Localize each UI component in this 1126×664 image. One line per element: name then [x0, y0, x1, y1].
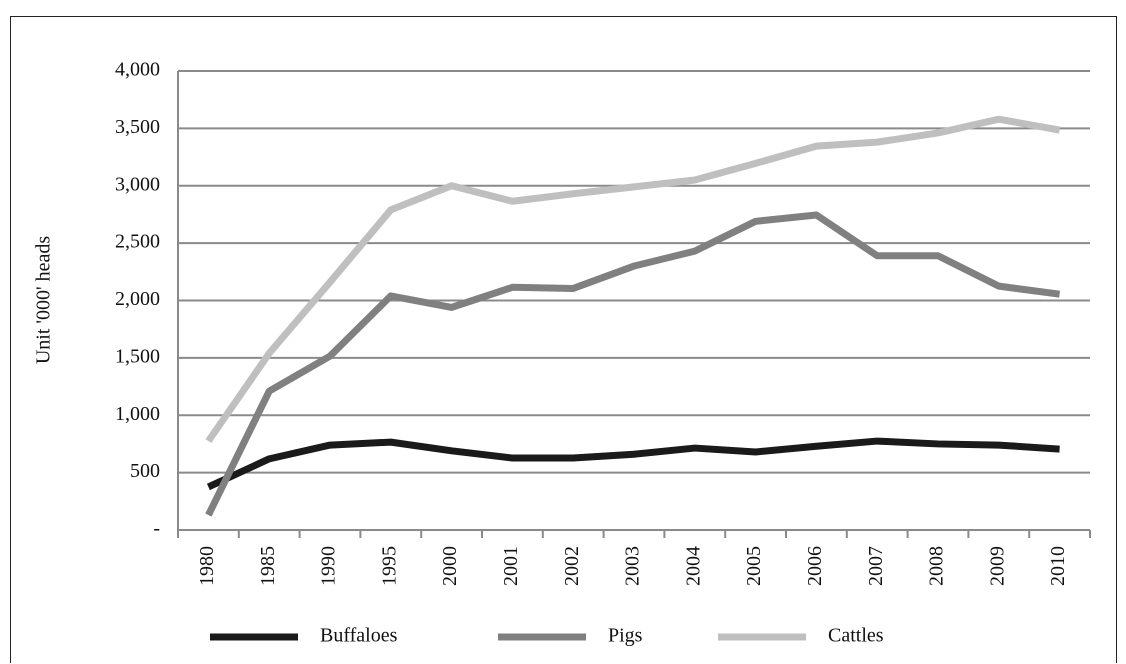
- y-tick-label: 4,000: [115, 59, 160, 81]
- y-tick-label: 2,000: [115, 288, 160, 310]
- x-tick-label: 2003: [622, 546, 644, 586]
- x-tick-label: 1995: [378, 546, 400, 586]
- x-tick-label: 2000: [439, 546, 461, 586]
- y-axis-label: Unit '000' heads: [33, 236, 55, 365]
- x-tick-label: 2007: [865, 546, 887, 586]
- x-tick-label: 2005: [743, 546, 765, 586]
- y-tick-label: 3,000: [115, 173, 160, 195]
- frame: [10, 16, 1117, 663]
- x-tick-label: 2008: [926, 546, 948, 586]
- y-tick-label: -: [153, 518, 160, 540]
- x-tick-label: 2010: [1047, 546, 1069, 586]
- series-line: [206, 437, 1060, 491]
- x-tick-label: 2002: [561, 546, 583, 586]
- legend-label: Buffaloes: [320, 625, 398, 647]
- legend-label: Cattles: [828, 625, 884, 647]
- y-tick-label: 3,500: [115, 116, 160, 138]
- y-tick-label: 2,500: [115, 231, 160, 253]
- y-tick-label: 1,000: [115, 403, 160, 425]
- series-line: [205, 115, 1061, 444]
- x-tick-label: 2009: [986, 546, 1008, 586]
- y-tick-label: 1,500: [115, 345, 160, 367]
- x-tick-label: 1985: [257, 546, 279, 586]
- x-tick-label: 2001: [500, 546, 522, 586]
- x-tick-label: 1990: [318, 546, 340, 586]
- x-tick-label: 2004: [682, 546, 704, 586]
- series-line: [205, 211, 1061, 517]
- y-tick-label: 500: [130, 460, 160, 482]
- x-tick-label: 1980: [196, 546, 218, 586]
- x-tick-label: 2006: [804, 546, 826, 586]
- legend-label: Pigs: [608, 625, 643, 647]
